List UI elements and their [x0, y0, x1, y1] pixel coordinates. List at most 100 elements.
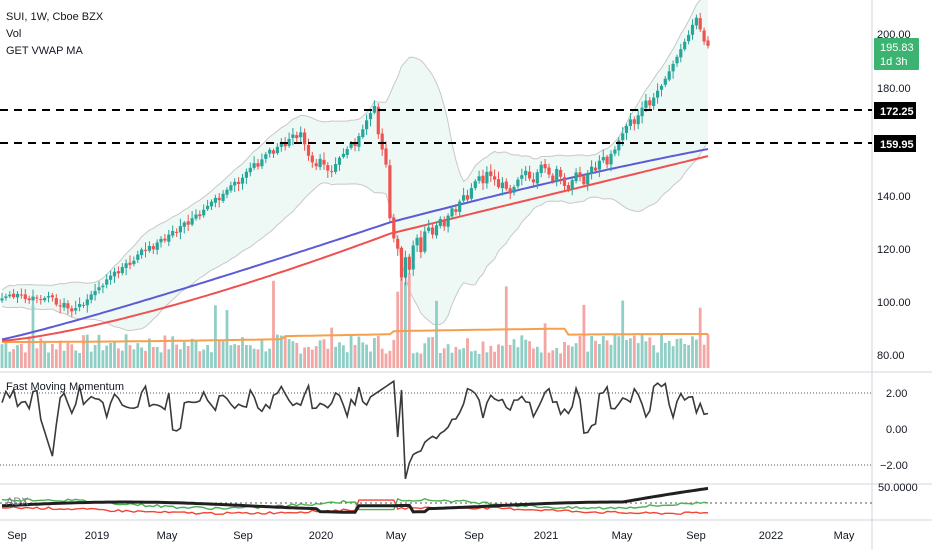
volume-bar — [559, 353, 562, 368]
candle-body — [628, 119, 632, 126]
volume-bar — [586, 351, 590, 368]
candle-body — [465, 195, 470, 200]
candle-body — [403, 257, 407, 278]
volume-bar — [605, 340, 609, 368]
candle — [477, 170, 481, 184]
candle-body — [469, 188, 473, 199]
candle-body — [120, 267, 124, 274]
candle — [23, 289, 27, 304]
candle-body — [520, 175, 524, 179]
candle — [334, 157, 338, 175]
candle — [473, 179, 477, 191]
volume-bar — [551, 350, 555, 368]
volume-bar — [396, 291, 400, 368]
candle — [93, 283, 97, 301]
candle — [213, 194, 217, 208]
last-price-badge[interactable] — [874, 38, 919, 70]
level-badge-172[interactable] — [874, 102, 916, 119]
candle — [256, 159, 260, 170]
candle-body — [353, 143, 357, 146]
candle-body — [66, 303, 70, 309]
volume-bar — [202, 349, 206, 368]
candle — [163, 234, 167, 243]
band-fill — [2, 0, 708, 331]
volume-bar — [314, 346, 318, 368]
candle-body — [609, 153, 613, 165]
candle — [198, 210, 202, 220]
volume-bar — [598, 344, 601, 368]
candle-body — [233, 181, 237, 186]
candle-body — [101, 285, 105, 288]
volume-legend[interactable]: Vol — [6, 28, 22, 40]
volume-bar — [369, 351, 372, 368]
candle-body — [376, 106, 380, 135]
candle-body — [81, 304, 86, 306]
volume-bar — [508, 345, 512, 368]
candle — [415, 234, 419, 252]
volume-bar — [58, 340, 62, 368]
symbol-legend[interactable]: SUI, 1W, Cboe BZX — [6, 11, 104, 23]
candle — [19, 288, 23, 299]
candle-body — [221, 193, 225, 201]
volume-bar — [155, 347, 159, 368]
candle — [446, 213, 450, 233]
candle — [512, 184, 516, 196]
candle — [403, 250, 407, 286]
candle-body — [264, 154, 268, 159]
time-tick-label: May — [834, 530, 855, 542]
candle-body — [559, 170, 563, 177]
candle-body — [275, 146, 279, 154]
candle — [434, 221, 439, 239]
volume-bar — [663, 342, 667, 368]
candle — [209, 199, 214, 210]
volume-bar — [392, 339, 396, 368]
candle — [496, 171, 501, 189]
candle-body — [671, 63, 675, 72]
candle-body — [500, 182, 504, 189]
candle — [268, 147, 272, 158]
volume-bar — [373, 338, 376, 368]
candle — [70, 305, 74, 317]
candle-body — [690, 24, 695, 35]
candle — [43, 296, 47, 303]
candle-body — [349, 142, 353, 148]
momentum-tick-neg2: −2.00 — [880, 460, 908, 472]
volume-bar — [190, 338, 194, 368]
candle — [388, 159, 392, 222]
volume-bar — [241, 337, 244, 368]
candle-body — [182, 222, 186, 227]
volume-bar — [62, 350, 66, 368]
candle-body — [605, 156, 609, 165]
level-badge-160[interactable] — [874, 135, 916, 152]
candle-body — [159, 238, 163, 243]
momentum-tick-2: 2.00 — [886, 388, 907, 400]
volume-bar — [78, 353, 81, 368]
candle — [531, 172, 535, 188]
candle — [493, 169, 497, 186]
volume-bar — [388, 350, 392, 368]
candle-body — [155, 242, 159, 250]
candle-body — [675, 56, 679, 64]
candle-body — [454, 209, 458, 212]
candle — [330, 165, 334, 178]
candle-body — [244, 171, 248, 178]
candle-body — [496, 179, 501, 188]
candle — [578, 166, 582, 182]
candle-body — [663, 78, 667, 85]
candle-body — [105, 279, 109, 285]
volume-bar — [442, 348, 446, 368]
volume-bar — [601, 335, 605, 368]
candle — [318, 154, 322, 171]
candle-body — [624, 126, 629, 133]
vwap-legend[interactable]: GET VWAP MA — [6, 45, 83, 57]
candle-body — [178, 226, 182, 233]
candle — [85, 294, 89, 313]
candle — [423, 226, 427, 254]
volume-bar — [353, 344, 357, 368]
candle-body — [116, 271, 120, 274]
candle-body — [314, 163, 318, 167]
candle — [54, 294, 58, 307]
volume-bar — [310, 349, 314, 368]
candle-body — [380, 133, 384, 150]
candle-body — [399, 247, 404, 278]
